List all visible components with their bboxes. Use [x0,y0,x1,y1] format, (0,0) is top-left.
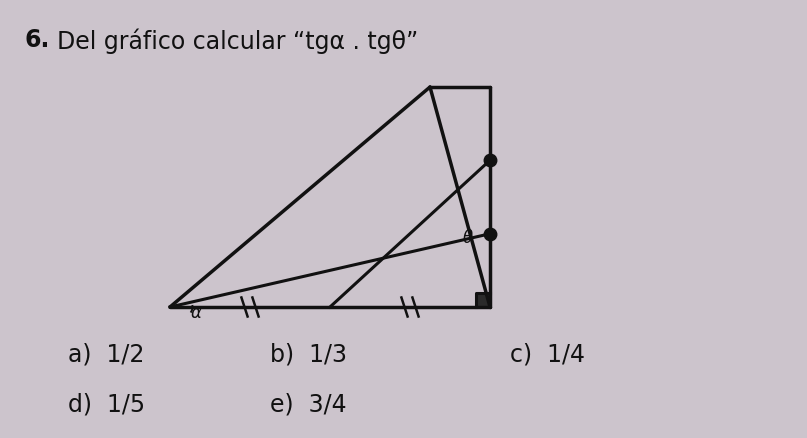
Text: Del gráfico calcular “tgα . tgθ”: Del gráfico calcular “tgα . tgθ” [57,28,418,53]
Text: a)  1/2: a) 1/2 [68,342,144,366]
Text: α: α [190,303,202,321]
Bar [476,293,490,307]
Text: d)  1/5: d) 1/5 [68,392,145,416]
Text: 6.: 6. [25,28,50,52]
Text: b)  1/3: b) 1/3 [270,342,347,366]
Text: θ: θ [463,228,473,246]
Text: e)  3/4: e) 3/4 [270,392,347,416]
Text: c)  1/4: c) 1/4 [510,342,585,366]
